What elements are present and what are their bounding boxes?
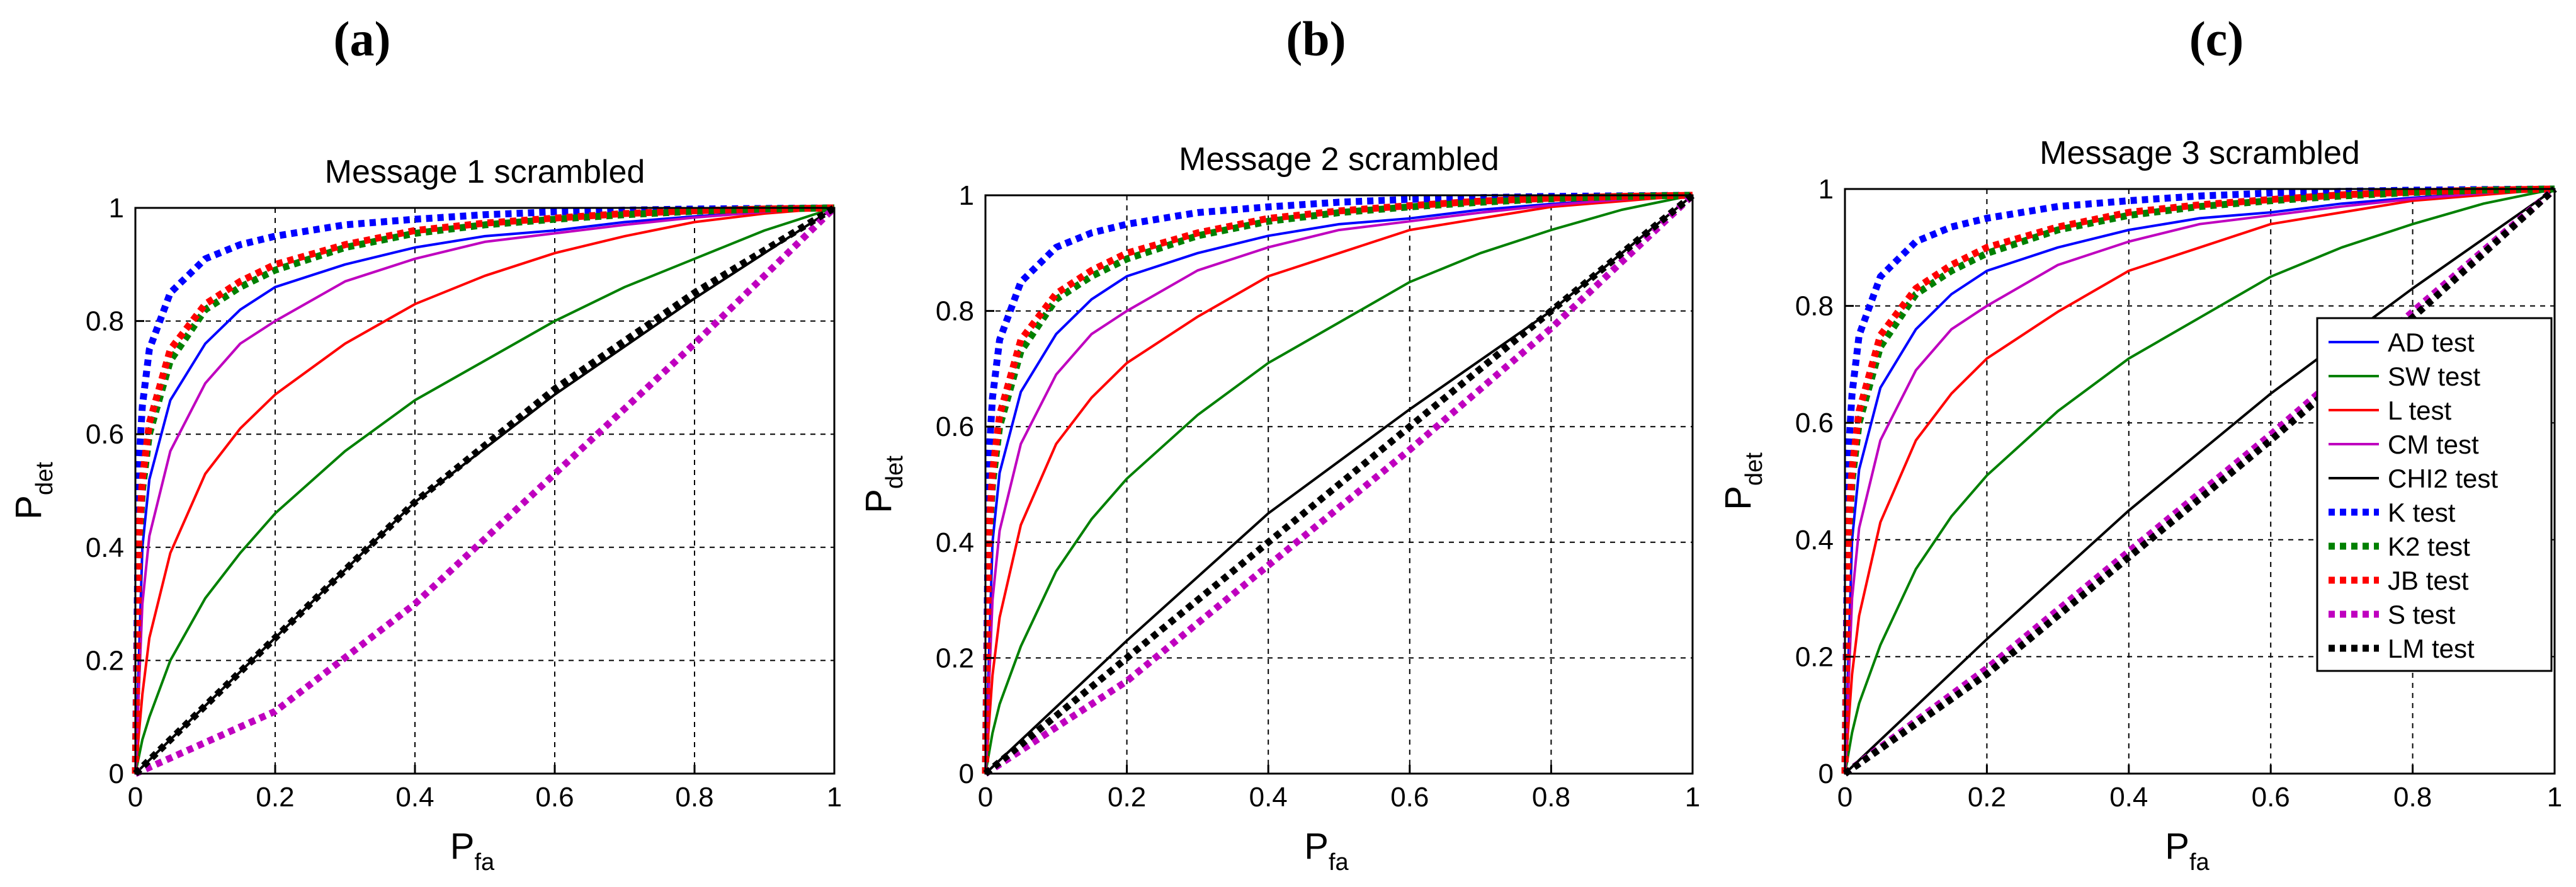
y-tick-label: 1 xyxy=(959,180,974,211)
legend-label: L test xyxy=(2388,396,2451,425)
series-line-jb-test xyxy=(132,204,835,774)
series-line-ad-test xyxy=(984,194,1693,774)
y-tick-label: 0.6 xyxy=(1795,408,1834,438)
y-axis-label: Pdet xyxy=(1718,452,1767,510)
x-tick-label: 0.8 xyxy=(2393,782,2432,813)
legend-label: CM test xyxy=(2388,430,2479,459)
y-tick-label: 0.6 xyxy=(86,419,124,450)
series-line-cm-test xyxy=(134,207,835,774)
series-line-k-test xyxy=(1841,185,2555,774)
x-tick-label: 0.4 xyxy=(395,782,434,813)
series-line-lm-test xyxy=(983,192,1695,777)
series-line-lm-test xyxy=(1842,186,2557,777)
y-tick-label: 0.8 xyxy=(936,296,974,327)
chart-panel-2: (b) Message 2 scrambled 0 0.2 0.4 0.6 0.8 1 0 0.2… xyxy=(858,11,1700,876)
y-tick-label: 1 xyxy=(109,193,124,224)
y-tick-label: 0 xyxy=(109,758,124,789)
legend-label: K test xyxy=(2388,498,2456,527)
chart-title: Message 1 scrambled xyxy=(325,154,645,190)
y-tick-label: 0 xyxy=(959,758,974,789)
x-tick-label: 1 xyxy=(827,782,842,813)
series-line-sw-test xyxy=(1844,188,2555,774)
x-tick-label: 0.2 xyxy=(1108,782,1146,813)
plot-area xyxy=(135,208,834,774)
y-tick-label: 0.8 xyxy=(86,306,124,337)
y-axis-label: Pdet xyxy=(858,455,908,513)
series-line-chi2-test xyxy=(1844,188,2556,775)
series-line-sw-test xyxy=(134,207,835,774)
series-line-s-test xyxy=(133,205,837,777)
series-line-s-test xyxy=(1842,186,2557,777)
panel-label: (b) xyxy=(1286,11,1346,66)
series-line-l-test xyxy=(984,194,1693,774)
series-line-jb-test xyxy=(1841,185,2555,774)
series-line-ad-test xyxy=(1844,188,2555,774)
series-line-sw-test xyxy=(984,194,1693,774)
x-tick-label: 0 xyxy=(1837,782,1853,813)
series-line-jb-test xyxy=(982,192,1693,774)
chart-title: Message 2 scrambled xyxy=(1179,141,1499,178)
x-tick-label: 1 xyxy=(1685,782,1700,813)
y-tick-label: 0.6 xyxy=(936,411,974,442)
chart-panel-1: (a) Message 1 scrambled 0 0.2 0.4 0.6 0.8 1 0 0.2… xyxy=(8,11,842,876)
panel-label: (c) xyxy=(2189,11,2244,66)
axes-frame xyxy=(134,207,836,775)
legend-label: JB test xyxy=(2388,566,2469,595)
x-tick-label: 0.2 xyxy=(1968,782,2006,813)
axes-frame xyxy=(1844,188,2556,775)
x-tick-label: 0.6 xyxy=(1390,782,1429,813)
x-tick-label: 0.6 xyxy=(535,782,574,813)
series-line-cm-test xyxy=(984,194,1693,774)
x-tick-label: 0.2 xyxy=(256,782,294,813)
x-tick-label: 0 xyxy=(128,782,143,813)
y-tick-label: 0.8 xyxy=(1795,291,1834,322)
chart-title: Message 3 scrambled xyxy=(2040,135,2360,171)
legend-label: CHI2 test xyxy=(2388,464,2498,493)
series-line-s-test xyxy=(983,192,1695,777)
x-tick-label: 1 xyxy=(2547,782,2562,813)
legend: AD test SW test L test CM test CHI2 test K te… xyxy=(2316,317,2553,672)
x-axis-label: Pfa xyxy=(450,826,495,876)
legend-label: K2 test xyxy=(2388,532,2470,561)
y-tick-label: 1 xyxy=(1819,174,1834,205)
x-tick-label: 0.4 xyxy=(2109,782,2148,813)
x-tick-label: 0.8 xyxy=(1532,782,1570,813)
legend-label: LM test xyxy=(2388,634,2475,663)
y-tick-label: 0.4 xyxy=(86,532,124,563)
x-axis-label: Pfa xyxy=(1304,826,1349,876)
series-line-cm-test xyxy=(1844,188,2555,774)
series-line-lm-test xyxy=(133,205,836,776)
legend-label: S test xyxy=(2388,600,2456,629)
y-tick-label: 0 xyxy=(1819,758,1834,789)
x-tick-label: 0.6 xyxy=(2252,782,2290,813)
y-axis-label: Pdet xyxy=(8,462,58,520)
y-tick-label: 0.4 xyxy=(1795,525,1834,556)
legend-label: AD test xyxy=(2388,328,2475,357)
y-tick-label: 0.4 xyxy=(936,527,974,558)
y-tick-label: 0.2 xyxy=(1795,641,1834,672)
x-tick-label: 0.8 xyxy=(675,782,713,813)
series-line-l-test xyxy=(134,207,835,774)
legend-label: SW test xyxy=(2388,362,2480,391)
series-line-ad-test xyxy=(134,207,835,774)
series-line-l-test xyxy=(1844,188,2555,774)
chart-panel-3: (c) Message 3 scrambled 0 0.2 0.4 0.6 0.8 1 0 0.2… xyxy=(1718,11,2562,876)
axes-frame xyxy=(984,194,1694,775)
panel-label: (a) xyxy=(334,11,391,66)
x-axis-label: Pfa xyxy=(2165,826,2210,876)
x-tick-label: 0.4 xyxy=(1249,782,1288,813)
x-tick-label: 0 xyxy=(978,782,993,813)
y-tick-label: 0.2 xyxy=(936,643,974,673)
y-tick-label: 0.2 xyxy=(86,645,124,676)
